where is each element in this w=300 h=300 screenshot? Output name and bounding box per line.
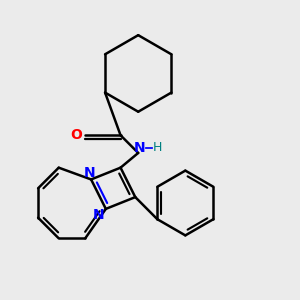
Text: H: H: [153, 141, 162, 154]
Text: N: N: [93, 208, 104, 222]
Text: N: N: [84, 166, 95, 180]
Text: O: O: [70, 128, 82, 142]
Text: N: N: [133, 141, 145, 154]
